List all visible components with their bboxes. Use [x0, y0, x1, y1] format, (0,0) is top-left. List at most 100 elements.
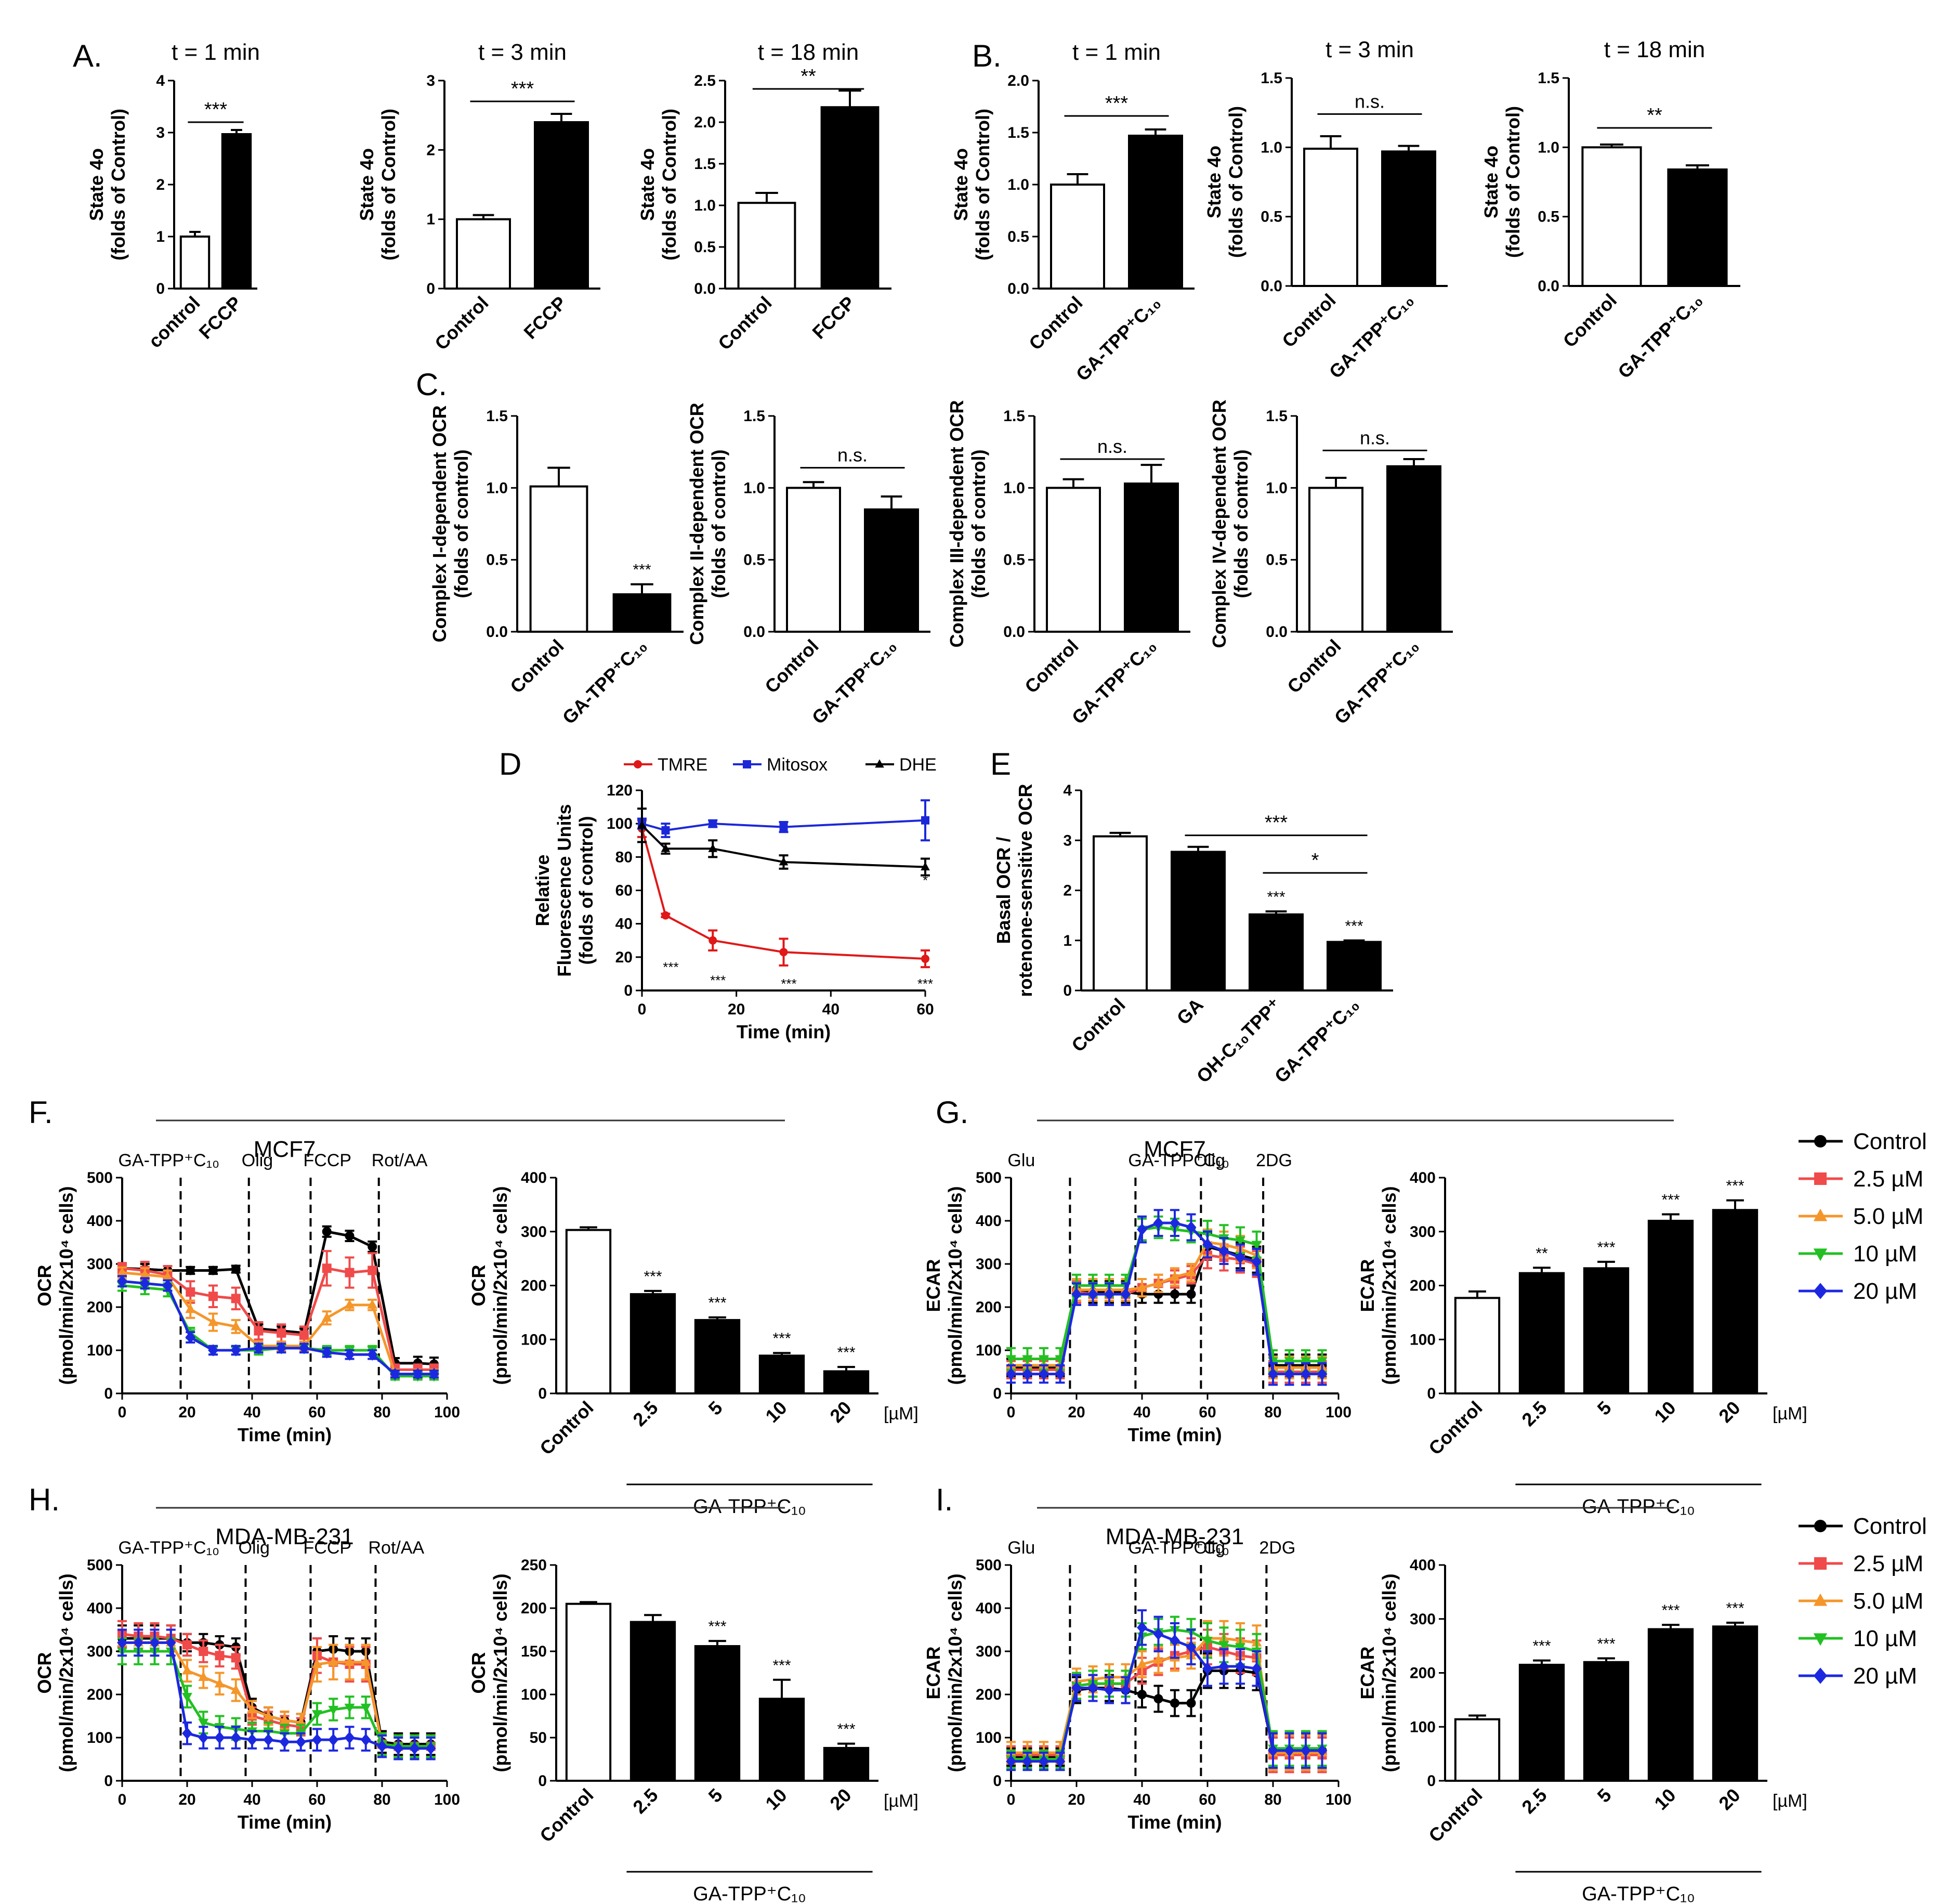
x-tick-label: 40	[1133, 1404, 1150, 1421]
category-label: FCCP	[194, 292, 245, 343]
y-tick-label: 40	[615, 916, 633, 933]
y-tick-label: 2	[156, 176, 165, 193]
significance-label: ***	[633, 562, 651, 579]
category-label: Control	[1020, 635, 1082, 697]
category-label: 10	[761, 1397, 791, 1427]
y-tick-label: 1.5	[1003, 408, 1025, 425]
legend-label: 5.0 µM	[1853, 1204, 1923, 1229]
data-point	[409, 1742, 420, 1755]
y-tick-label: 1.0	[743, 479, 765, 497]
bar	[1454, 1718, 1501, 1782]
data-point	[182, 1665, 192, 1675]
data-point	[367, 1299, 378, 1309]
series-20-m	[117, 1275, 439, 1380]
category-label: Control	[1283, 635, 1345, 697]
bar	[1050, 184, 1105, 290]
legend-label: Control	[1853, 1129, 1927, 1154]
bar	[179, 236, 211, 290]
data-point	[1137, 1282, 1147, 1292]
legend-label: 20 µM	[1853, 1663, 1917, 1689]
y-axis-label: (pmol/min/2x10⁴ cells)	[1379, 1574, 1400, 1772]
bar	[694, 1645, 741, 1782]
x-tick-label: 80	[1264, 1791, 1281, 1808]
data-point	[1814, 1557, 1827, 1570]
y-tick-label: 0.5	[694, 239, 716, 256]
data-point	[254, 1326, 264, 1336]
data-point	[345, 1231, 355, 1241]
category-label: FCCP	[808, 292, 859, 343]
data-point	[1186, 1221, 1197, 1234]
y-axis-label: State 4o	[950, 148, 972, 221]
data-point	[1251, 1256, 1262, 1268]
y-axis-label: (pmol/min/2x10⁴ cells)	[56, 1186, 77, 1385]
y-tick-label: 300	[976, 1256, 1002, 1273]
panel-label-i: I.	[936, 1482, 953, 1517]
category-label: FCCP	[519, 292, 570, 343]
data-point	[1284, 1744, 1295, 1757]
significance-label: ***	[1661, 1192, 1680, 1209]
bar	[1386, 465, 1441, 633]
data-point	[1813, 1208, 1828, 1221]
x-tick-label: 60	[916, 1001, 934, 1018]
y-tick-label: 200	[87, 1299, 113, 1316]
bar	[758, 1698, 805, 1782]
chart-b1: 0.0 0.5 1.0 1.5 2.0 State 4o (folds of Control…	[950, 40, 1195, 385]
significance-label: ***	[1105, 93, 1129, 114]
data-point	[1104, 1288, 1114, 1300]
category-label: 5	[1593, 1784, 1616, 1807]
y-tick-label: 1.5	[694, 155, 716, 173]
series-line	[122, 1637, 431, 1745]
y-axis-label: ECAR	[923, 1646, 944, 1699]
significance-label: ***	[1597, 1239, 1615, 1256]
bar	[1518, 1272, 1565, 1394]
bar	[1583, 1661, 1630, 1782]
data-point	[295, 1736, 306, 1748]
x-tick-label: 0	[118, 1404, 127, 1421]
y-tick-label: 0.0	[1266, 623, 1288, 641]
y-tick-label: 500	[976, 1557, 1002, 1574]
x-axis-label: Time (min)	[238, 1424, 332, 1445]
category-label: 20	[1714, 1397, 1744, 1427]
y-tick-label: 400	[976, 1212, 1002, 1230]
chart-title: t = 3 min	[478, 40, 567, 65]
data-point	[1814, 1172, 1827, 1185]
chart-title: t = 1 min	[172, 40, 260, 65]
chart-c2: 0.0 0.5 1.0 1.5 Complex II-dependent OCR (fol…	[686, 402, 930, 728]
y-axis-label: Fluorescence Units	[554, 804, 575, 976]
y-tick-label: 1.0	[1538, 139, 1559, 156]
y-tick-label: 0.0	[486, 623, 508, 641]
y-axis-label: Relative	[532, 854, 553, 926]
data-point	[208, 1266, 218, 1275]
x-tick-label: 20	[1068, 1404, 1085, 1421]
data-point	[1153, 1654, 1164, 1664]
injection-label: Olig	[1193, 1538, 1225, 1558]
data-point	[377, 1740, 387, 1753]
series-20-m	[1006, 1209, 1328, 1386]
bar	[1093, 835, 1148, 992]
y-axis-label: ECAR	[1357, 1259, 1378, 1312]
chart-a3: 0.0 0.5 1.0 1.5 2.0 2.5 State 4o (folds of Cont…	[637, 40, 891, 354]
data-point	[921, 955, 929, 963]
category-label: Control	[506, 635, 568, 697]
bar	[1303, 148, 1358, 287]
y-axis-label: OCR	[468, 1265, 489, 1307]
data-point	[634, 760, 642, 768]
bar	[1583, 1267, 1630, 1395]
chart-b3: 0.0 0.5 1.0 1.5 State 4o (folds of Control) t …	[1480, 37, 1740, 383]
data-point	[263, 1733, 274, 1746]
chart-title: MCF7	[254, 1137, 316, 1162]
y-tick-label: 2.0	[694, 114, 716, 131]
data-point	[344, 1299, 355, 1309]
y-tick-label: 20	[615, 949, 633, 966]
group-label: GA-TPP⁺C₁₀	[1582, 1496, 1695, 1518]
data-point	[1039, 1355, 1049, 1365]
data-point	[208, 1344, 218, 1357]
y-tick-label: 0.0	[694, 280, 716, 297]
data-point	[1235, 1643, 1245, 1653]
data-point	[1268, 1744, 1278, 1757]
data-point	[344, 1731, 355, 1744]
y-tick-label: 1.0	[486, 479, 508, 497]
data-point	[322, 1227, 332, 1236]
